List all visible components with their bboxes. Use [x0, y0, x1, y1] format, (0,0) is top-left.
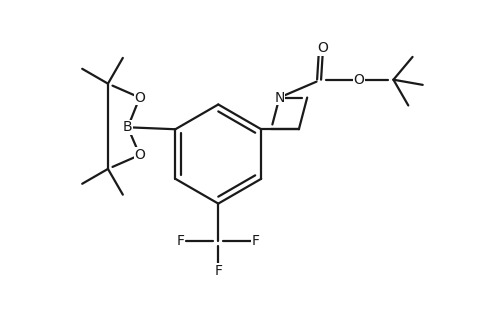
Text: F: F	[176, 234, 184, 248]
Text: F: F	[214, 264, 222, 278]
Text: F: F	[252, 234, 260, 248]
Text: B: B	[123, 120, 132, 134]
Text: O: O	[134, 148, 145, 162]
Text: O: O	[318, 41, 328, 55]
Text: O: O	[134, 91, 145, 105]
Text: N: N	[274, 91, 284, 105]
Text: O: O	[354, 73, 364, 87]
